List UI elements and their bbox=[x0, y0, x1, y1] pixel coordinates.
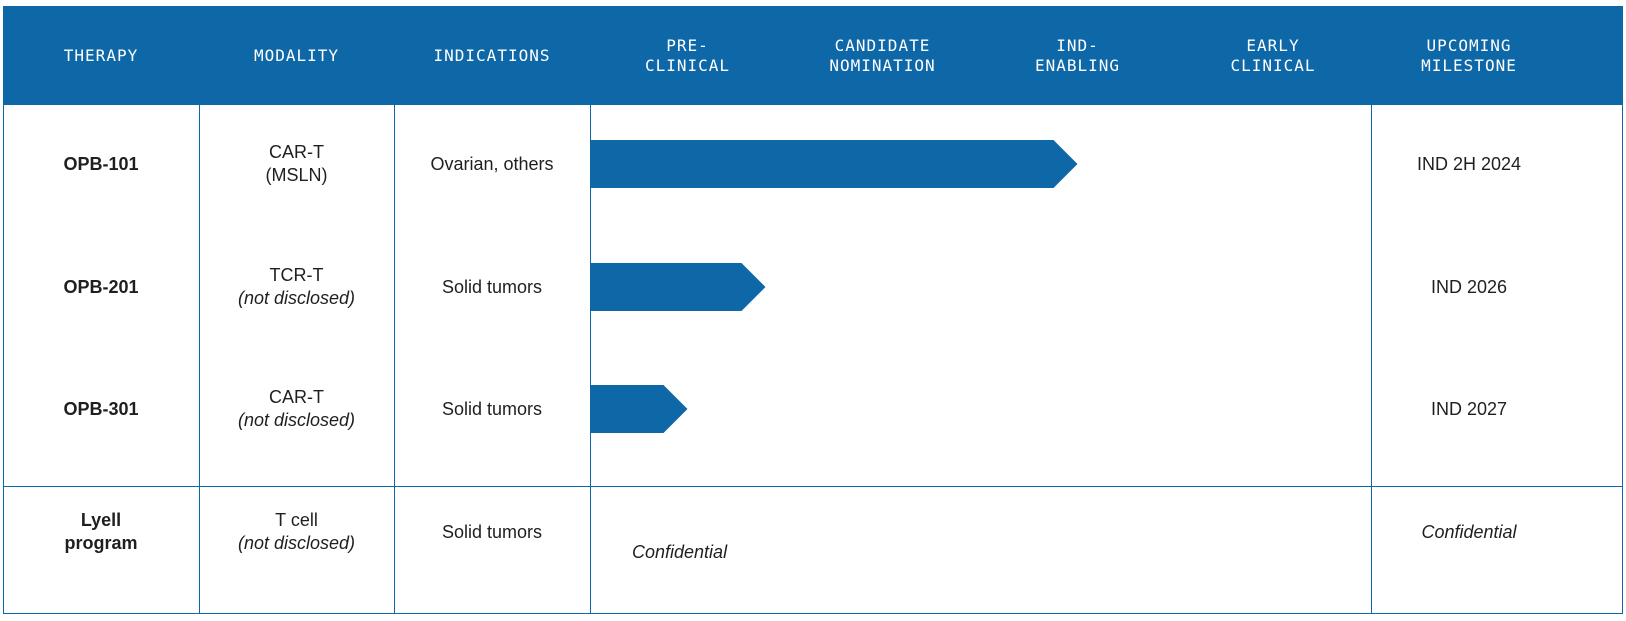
therapy-name-line: program bbox=[64, 533, 138, 553]
modality-cell: CAR-T (MSLN) bbox=[199, 128, 394, 200]
therapy-opb-301: OPB-301 bbox=[63, 398, 139, 419]
therapy-opb-201: OPB-201 bbox=[63, 276, 139, 297]
modality-cell: T cell (not disclosed) bbox=[199, 496, 394, 568]
header-modality: MODALITY bbox=[253, 45, 340, 65]
stage-confidential-note: Confidential bbox=[632, 541, 728, 562]
modality-cell: CAR-T (not disclosed) bbox=[199, 373, 394, 445]
table-header: THERAPY MODALITY INDICATIONS PRE- CLINIC… bbox=[3, 6, 1623, 105]
modality-type: CAR-T bbox=[269, 387, 324, 407]
pipeline-table: THERAPY MODALITY INDICATIONS PRE- CLINIC… bbox=[3, 6, 1623, 614]
column-divider bbox=[590, 105, 591, 614]
modality-target: (not disclosed) bbox=[237, 410, 356, 430]
row-divider bbox=[3, 486, 1623, 487]
column-divider bbox=[199, 105, 200, 614]
progress-bar-opb-101 bbox=[590, 140, 1078, 188]
modality-type: T cell bbox=[275, 510, 318, 530]
therapy-opb-101: OPB-101 bbox=[63, 153, 139, 174]
header-therapy: THERAPY bbox=[63, 45, 139, 65]
header-stage-candidate-nomination: CANDIDATE NOMINATION bbox=[829, 35, 936, 75]
indication-cell: Solid tumors bbox=[441, 276, 543, 297]
header-stage-ind-enabling: IND- ENABLING bbox=[1034, 35, 1121, 75]
modality-target: (not disclosed) bbox=[237, 288, 356, 308]
indication-cell: Solid tumors bbox=[441, 521, 543, 542]
column-divider bbox=[394, 105, 395, 614]
progress-bar-opb-301 bbox=[590, 385, 688, 433]
table-body bbox=[3, 105, 1623, 614]
milestone-cell: IND 2026 bbox=[1430, 276, 1508, 297]
milestone-cell: IND 2027 bbox=[1430, 398, 1508, 419]
header-indications: INDICATIONS bbox=[433, 45, 551, 65]
modality-target: (MSLN) bbox=[265, 165, 328, 185]
modality-type: CAR-T bbox=[269, 142, 324, 162]
header-upcoming-milestone: UPCOMING MILESTONE bbox=[1421, 35, 1517, 75]
therapy-lyell-program: Lyell program bbox=[3, 496, 199, 568]
indication-cell: Ovarian, others bbox=[430, 153, 554, 174]
indication-cell: Solid tumors bbox=[441, 398, 543, 419]
column-divider bbox=[1371, 105, 1372, 614]
modality-type: TCR-T bbox=[269, 265, 324, 285]
milestone-cell: IND 2H 2024 bbox=[1416, 153, 1522, 174]
modality-cell: TCR-T (not disclosed) bbox=[199, 251, 394, 323]
progress-bar-opb-201 bbox=[590, 263, 766, 311]
header-stage-early-clinical: EARLY CLINICAL bbox=[1230, 35, 1316, 75]
therapy-name-line: Lyell bbox=[80, 510, 122, 530]
progress-bars bbox=[590, 140, 1078, 433]
modality-target: (not disclosed) bbox=[237, 533, 356, 553]
milestone-cell: Confidential bbox=[1421, 521, 1517, 542]
header-stage-preclinical: PRE- CLINICAL bbox=[644, 35, 731, 75]
